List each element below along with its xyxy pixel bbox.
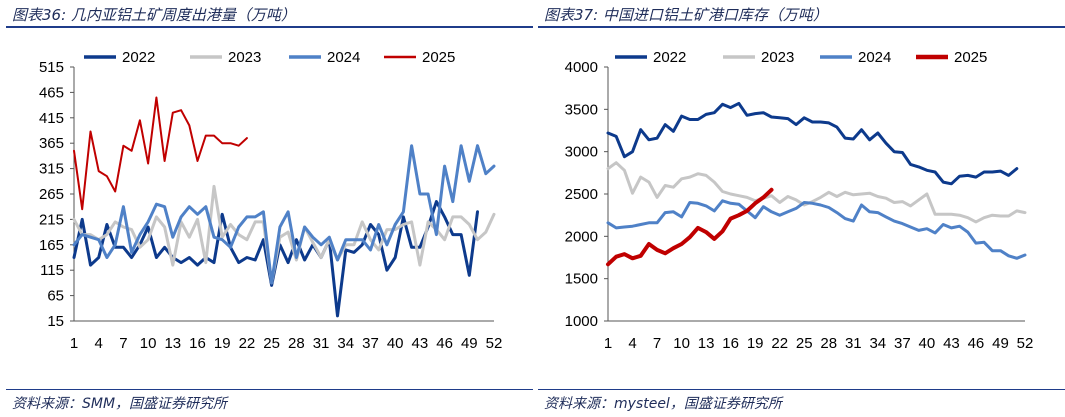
series-2023 <box>606 161 1027 224</box>
legend-label-2024: 2024 <box>327 49 360 66</box>
chart-source-left: 资料来源：SMM，国盛证券研究所 <box>12 396 228 412</box>
y-tick-label: 265 <box>39 186 64 203</box>
x-tick-label: 46 <box>968 335 985 352</box>
series-2024 <box>606 199 1027 260</box>
x-tick-label: 4 <box>628 335 636 352</box>
x-tick-label: 16 <box>722 335 739 352</box>
y-tick-label: 4000 <box>565 59 598 76</box>
y-tick-label: 365 <box>39 135 64 152</box>
x-tick-label: 19 <box>747 335 764 352</box>
legend-label-2023: 2023 <box>228 49 261 66</box>
legend-label-2024: 2024 <box>858 49 891 66</box>
y-tick-label: 2500 <box>565 186 598 203</box>
chart-title-left: 图表36: 几内亚铝土矿周度出港量（万吨） <box>12 6 296 24</box>
x-tick-label: 49 <box>992 335 1009 352</box>
x-tick-label: 52 <box>1017 335 1034 352</box>
x-tick-label: 46 <box>436 335 453 352</box>
x-tick-label: 37 <box>362 335 379 352</box>
series-2024 <box>72 144 496 285</box>
chart-panel-right: 图表37: 中国进口铝土矿港口库存（万吨） 1000 1500 2000 2500 30… <box>538 0 1065 417</box>
y-tick-label: 215 <box>39 211 64 228</box>
y-tick-label: 3500 <box>565 101 598 118</box>
axes: 15 65 115 165 215 265 315 365 415 465 515 1 4 7 10 13 16… <box>39 59 502 352</box>
legend-label-2025: 2025 <box>954 49 987 66</box>
x-tick-label: 4 <box>95 335 103 352</box>
series-line-2025 <box>606 187 774 267</box>
series-2025 <box>73 96 248 211</box>
legend-label-2025: 2025 <box>422 49 455 66</box>
x-tick-label: 13 <box>698 335 715 352</box>
x-tick-label: 16 <box>189 335 206 352</box>
legend-label-2022: 2022 <box>122 49 155 66</box>
x-tick-label: 34 <box>869 335 886 352</box>
x-tick-label: 40 <box>919 335 936 352</box>
series-2022 <box>606 101 1019 186</box>
series-2023 <box>72 184 496 285</box>
x-tick-label: 28 <box>288 335 305 352</box>
series-line-2023 <box>72 184 496 285</box>
axes: 1000 1500 2000 2500 3000 3500 4000 1 4 7 10 13 16 19 2… <box>565 59 1034 352</box>
series-line-2023 <box>606 161 1027 224</box>
x-tick-label: 34 <box>337 335 354 352</box>
y-tick-label: 165 <box>39 237 64 254</box>
series-line-2024 <box>72 144 496 285</box>
x-tick-label: 1 <box>70 335 78 352</box>
x-tick-label: 22 <box>239 335 256 352</box>
y-tick-label: 15 <box>47 313 64 330</box>
series-line-2022 <box>606 101 1019 186</box>
x-tick-label: 7 <box>119 335 127 352</box>
x-tick-label: 49 <box>461 335 478 352</box>
legend-label-2022: 2022 <box>653 49 686 66</box>
series-line-2025 <box>73 96 248 211</box>
x-tick-label: 1 <box>604 335 612 352</box>
x-tick-label: 40 <box>387 335 404 352</box>
y-tick-label: 465 <box>39 84 64 101</box>
legend-label-2023: 2023 <box>761 49 794 66</box>
x-tick-label: 25 <box>263 335 280 352</box>
x-tick-label: 19 <box>214 335 231 352</box>
x-tick-label: 43 <box>943 335 960 352</box>
chart-title-right: 图表37: 中国进口铝土矿港口库存（万吨） <box>544 6 828 24</box>
y-tick-label: 3000 <box>565 144 598 161</box>
source-rule-left <box>6 389 533 390</box>
chart-guinea-shipments: 15 65 115 165 215 265 315 365 415 465 515 1 4 7 10 13 16… <box>39 49 502 352</box>
x-tick-label: 28 <box>820 335 837 352</box>
x-tick-label: 31 <box>313 335 330 352</box>
x-tick-label: 10 <box>140 335 157 352</box>
series-2025 <box>606 187 774 267</box>
x-tick-label: 25 <box>796 335 813 352</box>
chart-source-right: 资料来源：mysteel，国盛证券研究所 <box>544 396 782 412</box>
y-tick-label: 315 <box>39 161 64 178</box>
y-tick-label: 515 <box>39 59 64 76</box>
series-line-2024 <box>606 199 1027 260</box>
y-tick-label: 115 <box>40 262 64 279</box>
chart-port-inventory: 1000 1500 2000 2500 3000 3500 4000 1 4 7 10 13 16 19 2… <box>565 49 1034 352</box>
y-tick-label: 1500 <box>565 271 598 288</box>
title-rule-right <box>538 26 1065 28</box>
x-tick-label: 37 <box>894 335 911 352</box>
x-tick-label: 7 <box>653 335 661 352</box>
x-tick-label: 10 <box>673 335 690 352</box>
x-tick-label: 31 <box>845 335 862 352</box>
x-tick-label: 13 <box>164 335 181 352</box>
chart-panel-left: 图表36: 几内亚铝土矿周度出港量（万吨） 15 65 115 165 215 265 31… <box>6 0 533 417</box>
x-tick-label: 43 <box>412 335 429 352</box>
y-tick-label: 65 <box>47 288 64 305</box>
x-tick-label: 52 <box>486 335 503 352</box>
y-tick-label: 1000 <box>565 313 598 330</box>
x-tick-label: 22 <box>771 335 788 352</box>
title-rule-left <box>6 26 533 28</box>
source-rule-right <box>538 389 1065 390</box>
y-tick-label: 2000 <box>565 228 598 245</box>
y-tick-label: 415 <box>39 110 64 127</box>
